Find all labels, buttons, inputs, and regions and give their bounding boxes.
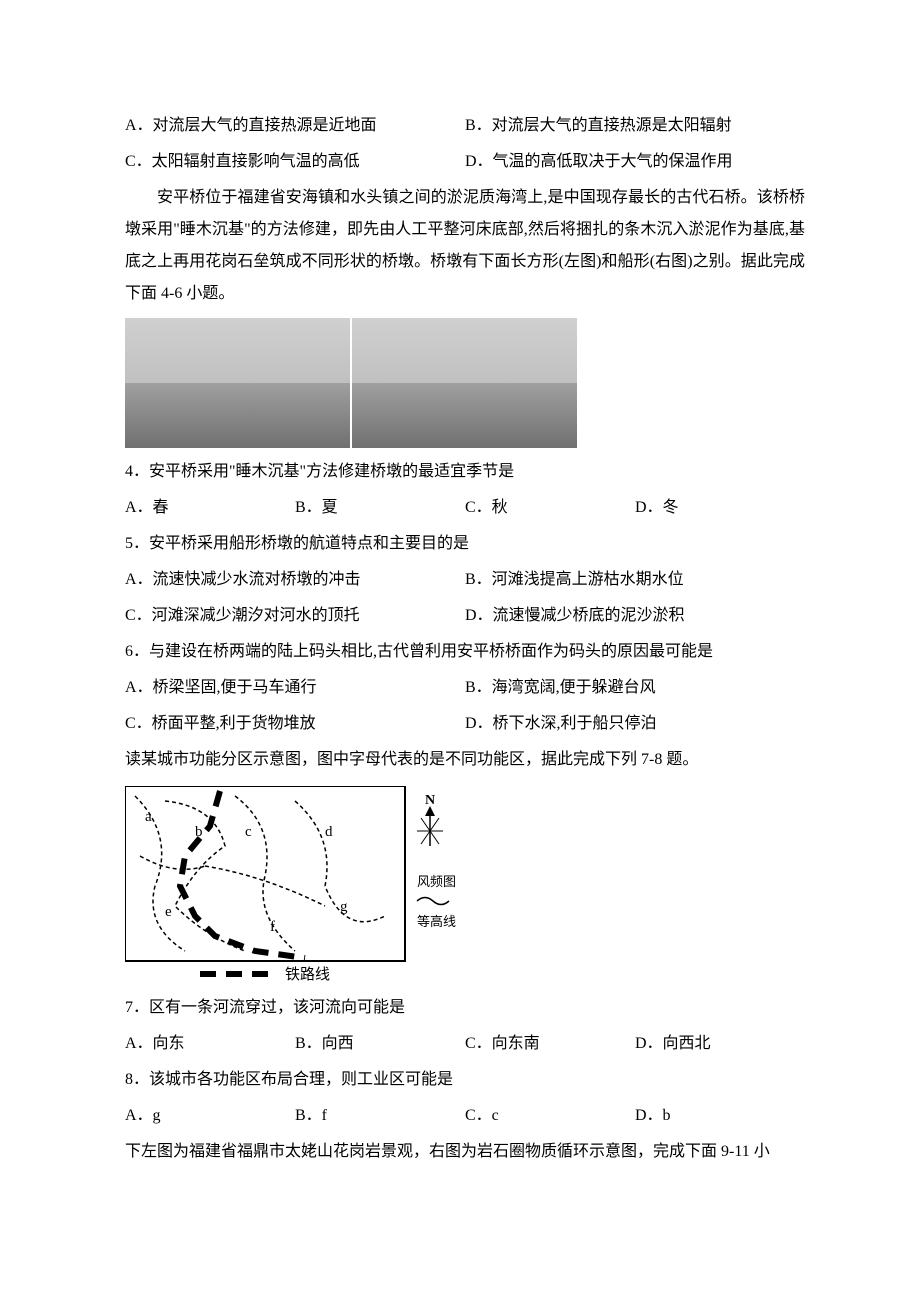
zone-c: c bbox=[245, 824, 252, 840]
q8-a: A．g bbox=[125, 1100, 295, 1132]
q7-d: D．向西北 bbox=[635, 1028, 805, 1060]
legend-wind: 风频图 bbox=[417, 874, 456, 889]
q7-stem: 7．区有一条河流穿过，该河流向可能是 bbox=[125, 992, 805, 1024]
q5-d: D．流速慢减少桥底的泥沙淤积 bbox=[465, 600, 805, 632]
zone-b: b bbox=[195, 824, 203, 840]
q4-c: C．秋 bbox=[465, 492, 635, 524]
option-a: A．对流层大气的直接热源是近地面 bbox=[125, 110, 465, 142]
q7-b: B．向西 bbox=[295, 1028, 465, 1060]
q8-d: D．b bbox=[635, 1100, 805, 1132]
q7-options: A．向东 B．向西 C．向东南 D．向西北 bbox=[125, 1028, 805, 1060]
q8-stem: 8．该城市各功能区布局合理，则工业区可能是 bbox=[125, 1064, 805, 1096]
q4-d: D．冬 bbox=[635, 492, 805, 524]
zone-a: a bbox=[145, 809, 152, 825]
city-map-svg: a b c d e f g N 风频图 等高线 铁路线 bbox=[125, 786, 465, 986]
q5-b: B．河滩浅提高上游枯水期水位 bbox=[465, 564, 805, 596]
svg-text:N: N bbox=[425, 793, 435, 808]
question-options-row-1: A．对流层大气的直接热源是近地面 B．对流层大气的直接热源是太阳辐射 bbox=[125, 110, 805, 142]
q4-a: A．春 bbox=[125, 492, 295, 524]
q6-c: C．桥面平整,利于货物堆放 bbox=[125, 708, 465, 740]
zone-f: f bbox=[270, 919, 275, 935]
q8-b: B．f bbox=[295, 1100, 465, 1132]
zone-e: e bbox=[165, 904, 172, 920]
intro-rock: 下左图为福建省福鼎市太姥山花岗岩景观，右图为岩石圈物质循环示意图，完成下面 9-… bbox=[125, 1136, 805, 1168]
legend-rail: 铁路线 bbox=[285, 966, 330, 983]
compass-icon: N bbox=[417, 793, 443, 846]
q6-options-2: C．桥面平整,利于货物堆放 D．桥下水深,利于船只停泊 bbox=[125, 708, 805, 740]
q8-options: A．g B．f C．c D．b bbox=[125, 1100, 805, 1132]
legend-contour: 等高线 bbox=[417, 914, 456, 929]
wave-icon bbox=[417, 898, 449, 905]
q7-c: C．向东南 bbox=[465, 1028, 635, 1060]
q5-options-1: A．流速快减少水流对桥墩的冲击 B．河滩浅提高上游枯水期水位 bbox=[125, 564, 805, 596]
zone-g: g bbox=[340, 899, 348, 915]
question-options-row-2: C．太阳辐射直接影响气温的高低 D．气温的高低取决于大气的保温作用 bbox=[125, 146, 805, 178]
q6-options-1: A．桥梁坚固,便于马车通行 B．海湾宽阔,便于躲避台风 bbox=[125, 672, 805, 704]
q6-b: B．海湾宽阔,便于躲避台风 bbox=[465, 672, 805, 704]
bridge-image-right bbox=[352, 318, 577, 448]
q8-c: C．c bbox=[465, 1100, 635, 1132]
q4-stem: 4．安平桥采用"睡木沉基"方法修建桥墩的最适宜季节是 bbox=[125, 456, 805, 488]
zone-d: d bbox=[325, 824, 333, 840]
option-c: C．太阳辐射直接影响气温的高低 bbox=[125, 146, 465, 178]
city-map: a b c d e f g N 风频图 等高线 铁路线 bbox=[125, 786, 805, 986]
intro-city: 读某城市功能分区示意图，图中字母代表的是不同功能区，据此完成下列 7-8 题。 bbox=[125, 744, 805, 776]
q4-b: B．夏 bbox=[295, 492, 465, 524]
option-d: D．气温的高低取决于大气的保温作用 bbox=[465, 146, 805, 178]
intro-bridge: 安平桥位于福建省安海镇和水头镇之间的淤泥质海湾上,是中国现存最长的古代石桥。该桥… bbox=[125, 182, 805, 310]
q7-a: A．向东 bbox=[125, 1028, 295, 1060]
q6-stem: 6．与建设在桥两端的陆上码头相比,古代曾利用安平桥桥面作为码头的原因最可能是 bbox=[125, 636, 805, 668]
q6-d: D．桥下水深,利于船只停泊 bbox=[465, 708, 805, 740]
q6-a: A．桥梁坚固,便于马车通行 bbox=[125, 672, 465, 704]
q4-options: A．春 B．夏 C．秋 D．冬 bbox=[125, 492, 805, 524]
q5-stem: 5．安平桥采用船形桥墩的航道特点和主要目的是 bbox=[125, 528, 805, 560]
bridge-image-left bbox=[125, 318, 350, 448]
q5-options-2: C．河滩深减少潮汐对河水的顶托 D．流速慢减少桥底的泥沙淤积 bbox=[125, 600, 805, 632]
q5-c: C．河滩深减少潮汐对河水的顶托 bbox=[125, 600, 465, 632]
bridge-images bbox=[125, 318, 805, 448]
q5-a: A．流速快减少水流对桥墩的冲击 bbox=[125, 564, 465, 596]
option-b: B．对流层大气的直接热源是太阳辐射 bbox=[465, 110, 805, 142]
